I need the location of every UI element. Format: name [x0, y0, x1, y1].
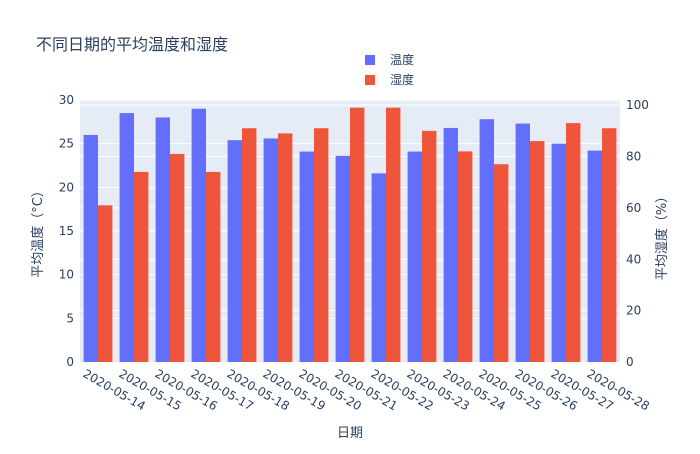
bar-temperature[interactable] — [227, 140, 242, 362]
y-left-ticks: 0 5 10 15 20 25 30 — [59, 93, 74, 369]
legend-label-humidity: 湿度 — [390, 72, 414, 87]
bar-temperature[interactable] — [479, 119, 494, 363]
y-right-tick-label: 40 — [626, 252, 641, 266]
bar-humidity[interactable] — [530, 141, 545, 362]
bar-humidity[interactable] — [98, 205, 113, 362]
bar-humidity[interactable] — [386, 107, 401, 363]
legend-item-humidity[interactable]: 湿度 — [365, 72, 414, 87]
bar-humidity[interactable] — [134, 171, 149, 362]
chart-title: 不同日期的平均温度和湿度 — [36, 35, 228, 54]
bar-temperature[interactable] — [551, 143, 566, 362]
bar-temperature[interactable] — [83, 134, 98, 362]
y-right-tick-label: 0 — [626, 355, 634, 369]
bar-temperature[interactable] — [515, 123, 530, 362]
y-left-tick-label: 15 — [59, 224, 74, 238]
y-left-tick-label: 10 — [59, 268, 74, 282]
x-axis-title: 日期 — [337, 426, 363, 441]
legend-swatch-temperature — [365, 55, 375, 65]
bar-temperature[interactable] — [443, 127, 458, 362]
bar-humidity[interactable] — [206, 171, 221, 362]
bar-humidity[interactable] — [494, 164, 509, 362]
bar-humidity[interactable] — [458, 151, 473, 362]
bar-temperature[interactable] — [263, 138, 278, 362]
bar-humidity[interactable] — [170, 153, 185, 362]
legend-item-temperature[interactable]: 温度 — [365, 52, 414, 67]
bar-temperature[interactable] — [407, 151, 422, 362]
y-left-tick-label: 5 — [66, 311, 74, 325]
bar-temperature[interactable] — [191, 108, 206, 362]
y-right-tick-label: 20 — [626, 304, 641, 318]
bar-temperature[interactable] — [335, 155, 350, 362]
bar-temperature[interactable] — [299, 151, 314, 362]
bar-humidity[interactable] — [566, 123, 581, 363]
bar-temperature[interactable] — [587, 150, 602, 362]
bar-temperature[interactable] — [155, 117, 170, 362]
y-right-tick-label: 100 — [626, 98, 649, 112]
bar-temperature[interactable] — [119, 113, 134, 362]
bars-layer — [83, 107, 617, 363]
x-ticks: 2020-05-142020-05-152020-05-162020-05-17… — [81, 366, 652, 413]
y-right-ticks: 0 20 40 60 80 100 — [626, 98, 649, 369]
legend-label-temperature: 温度 — [390, 52, 414, 67]
bar-temperature[interactable] — [371, 173, 386, 362]
y-left-tick-label: 25 — [59, 137, 74, 151]
y-left-tick-label: 20 — [59, 180, 74, 194]
y-left-axis-title: 平均温度（°C） — [30, 184, 46, 278]
bar-humidity[interactable] — [242, 128, 257, 362]
y-right-tick-label: 80 — [626, 150, 641, 164]
y-left-tick-label: 30 — [59, 93, 74, 107]
bar-humidity[interactable] — [314, 128, 329, 362]
legend-swatch-humidity — [365, 75, 375, 85]
bar-humidity[interactable] — [350, 107, 365, 363]
bar-humidity[interactable] — [278, 133, 293, 362]
y-right-axis-title: 平均湿度（%） — [654, 190, 670, 280]
bar-humidity[interactable] — [602, 128, 617, 362]
legend: 温度 湿度 — [365, 52, 414, 87]
y-right-tick-label: 60 — [626, 201, 641, 215]
y-left-tick-label: 0 — [66, 355, 74, 369]
bar-humidity[interactable] — [422, 130, 437, 362]
